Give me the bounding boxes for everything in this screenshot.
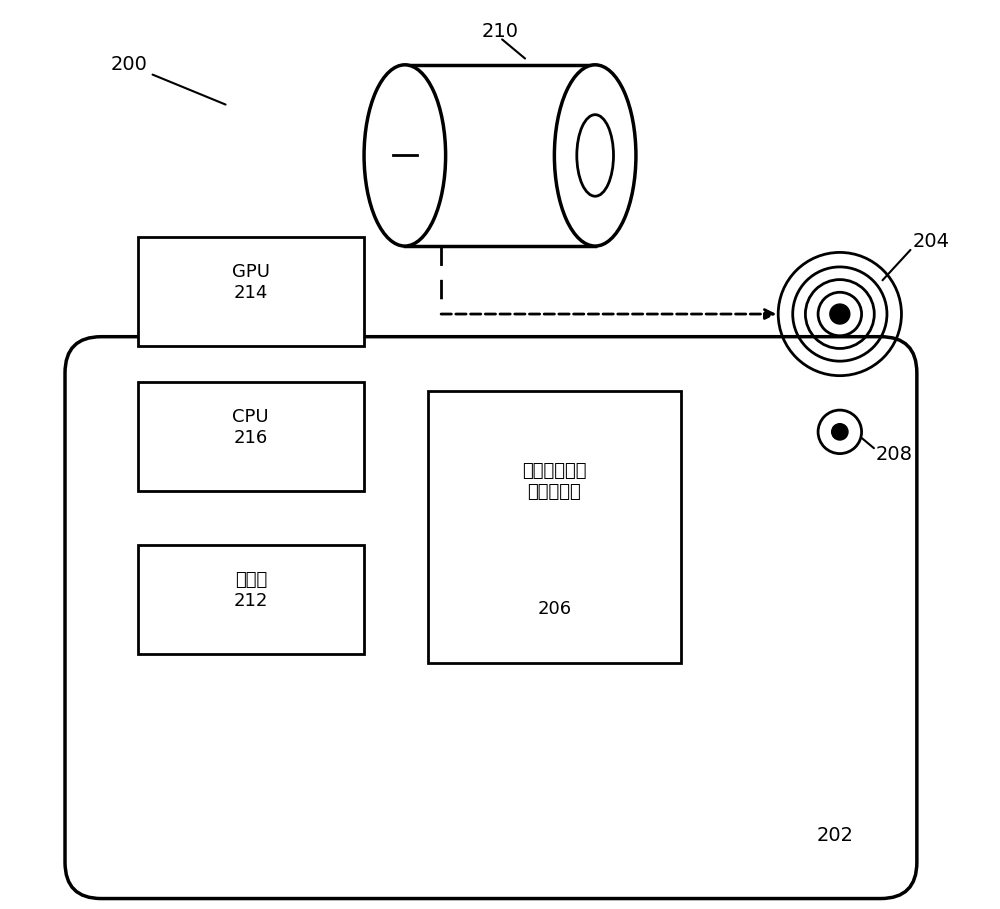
Ellipse shape <box>364 65 446 246</box>
Circle shape <box>832 424 848 440</box>
Text: CPU
216: CPU 216 <box>232 408 269 446</box>
Text: 202: 202 <box>816 825 853 844</box>
Text: GPU
214: GPU 214 <box>232 263 270 302</box>
Text: 206: 206 <box>537 600 571 617</box>
Bar <box>138 545 364 654</box>
Circle shape <box>830 305 850 324</box>
Text: 204: 204 <box>912 232 949 251</box>
Bar <box>138 382 364 491</box>
Bar <box>405 65 595 246</box>
FancyBboxPatch shape <box>65 336 917 899</box>
Text: 210: 210 <box>481 22 518 41</box>
Ellipse shape <box>577 115 614 196</box>
Text: 208: 208 <box>876 445 913 464</box>
Bar <box>138 237 364 345</box>
Text: 图像釉集芯片
和电子器件: 图像釉集芯片 和电子器件 <box>522 463 587 501</box>
Text: 存储器
212: 存储器 212 <box>234 571 268 610</box>
Text: 200: 200 <box>110 55 226 105</box>
Ellipse shape <box>554 65 636 246</box>
Bar <box>428 391 681 663</box>
